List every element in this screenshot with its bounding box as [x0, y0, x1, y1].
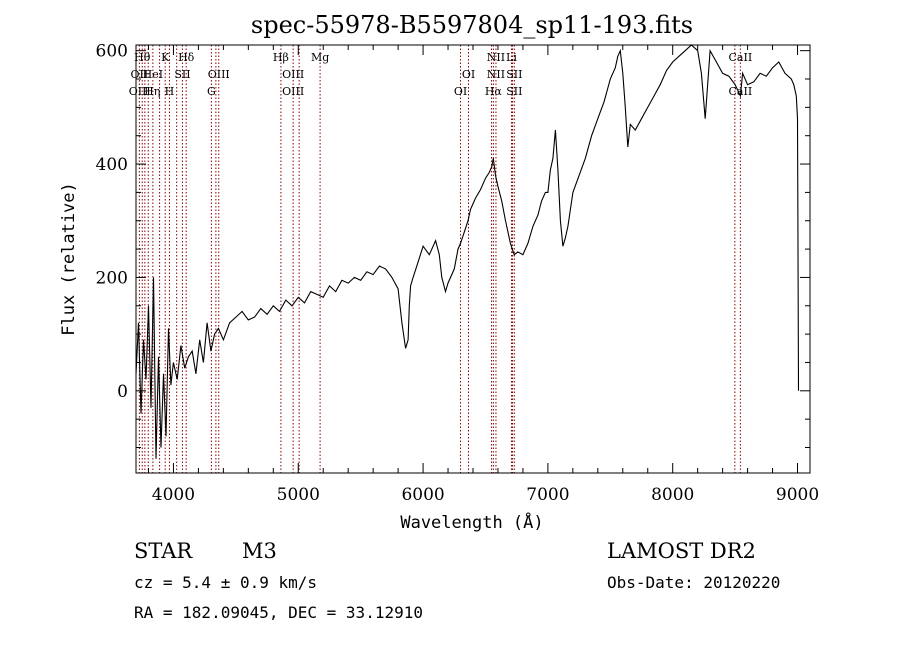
line-label: CaII [729, 51, 753, 64]
y-tick-label: 600 [96, 42, 128, 62]
line-label: SII [174, 68, 190, 81]
line-label: OI [454, 85, 467, 98]
y-tick-label: 0 [117, 382, 128, 402]
y-axis-label: Flux (relative) [59, 182, 79, 336]
spectrum-line [135, 44, 800, 459]
x-axis-ticks: 4000 5000 6000 7000 8000 9000 [147, 45, 819, 505]
x-tick-label: 4000 [152, 485, 195, 505]
y-tick-label: 400 [96, 155, 128, 175]
x-tick-label: 7000 [526, 485, 569, 505]
line-label: Hη [144, 85, 160, 98]
line-label: Hα [485, 85, 503, 98]
line-label: H [165, 85, 175, 98]
x-tick-label: 8000 [651, 485, 694, 505]
survey-name: LAMOST DR2 [607, 539, 756, 563]
y-tick-label: 200 [96, 268, 128, 288]
emission-line-labels: Hθ OII OIII HeI Hη K H SII Hδ OIII G Hβ OIII OIII Mg OI… [129, 51, 752, 98]
line-label: Hβ [273, 51, 289, 64]
coordinates: RA = 182.09045, DEC = 33.12910 [134, 603, 423, 622]
line-label: G [207, 85, 216, 98]
y-axis-ticks: 0 200 400 600 [96, 42, 810, 448]
x-axis-label: Wavelength (Å) [400, 511, 543, 533]
line-label: SII [506, 85, 522, 98]
line-label: OIII [208, 68, 230, 81]
observation-date: Obs-Date: 20120220 [607, 573, 780, 592]
chart-title: spec-55978-B5597804_sp11-193.fits [251, 11, 693, 39]
plot-frame [135, 44, 811, 474]
x-tick-label: 6000 [401, 485, 444, 505]
emission-line-markers [138, 45, 741, 473]
line-label: OII [131, 68, 149, 81]
line-label: Mg [311, 51, 329, 64]
redshift-cz: cz = 5.4 ± 0.9 km/s [134, 573, 317, 592]
line-label: OIII [282, 85, 304, 98]
line-label: OI [462, 68, 475, 81]
object-class: STAR [134, 539, 193, 563]
line-label: OIII [282, 68, 304, 81]
line-label: Li [506, 51, 517, 64]
object-subclass: M3 [242, 539, 277, 563]
x-tick-label: 5000 [277, 485, 320, 505]
line-label: NII [487, 68, 505, 81]
line-label: OIII [129, 85, 151, 98]
line-label: SII [506, 68, 522, 81]
line-label: Hθ [134, 51, 151, 64]
line-label: K [161, 51, 170, 64]
line-label: Hδ [178, 51, 195, 64]
line-label: NII [487, 51, 505, 64]
line-label: HeI [143, 68, 163, 81]
x-tick-label: 9000 [776, 485, 819, 505]
